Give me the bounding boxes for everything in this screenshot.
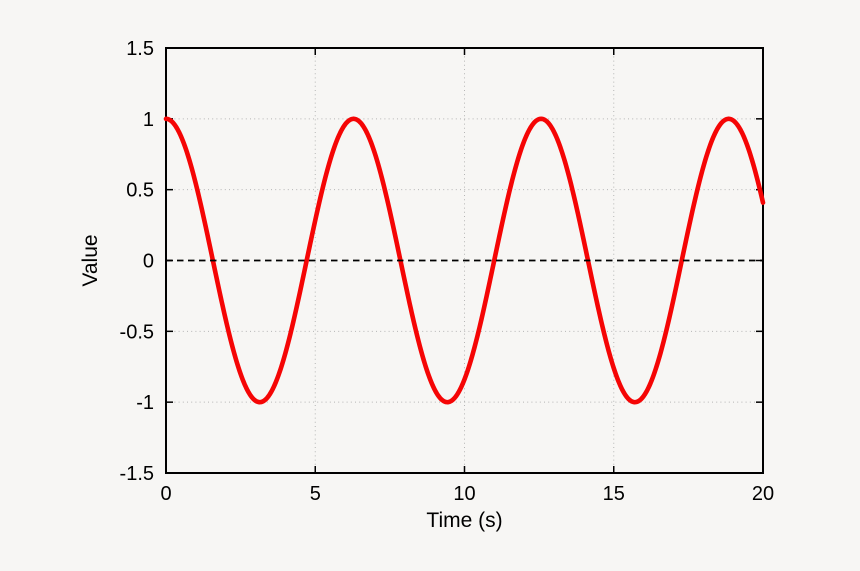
x-tick-label: 0 xyxy=(160,483,171,505)
x-tick-label: 10 xyxy=(453,483,475,505)
y-tick-label: -0.5 xyxy=(120,321,154,343)
y-tick-label: 1.5 xyxy=(126,38,154,60)
y-axis-title: Value xyxy=(79,234,102,286)
y-tick-label: 0 xyxy=(143,251,154,273)
y-tick-label: 1 xyxy=(143,109,154,131)
series-cos(t) xyxy=(163,116,766,405)
y-tick-label: 0.5 xyxy=(126,180,154,202)
y-tick-label: -1.5 xyxy=(120,463,154,485)
x-tick-label: 20 xyxy=(752,483,774,505)
y-tick-label: -1 xyxy=(136,392,154,414)
x-axis-title: Time (s) xyxy=(426,509,502,532)
x-tick-label: 15 xyxy=(603,483,625,505)
x-tick-label: 5 xyxy=(310,483,321,505)
